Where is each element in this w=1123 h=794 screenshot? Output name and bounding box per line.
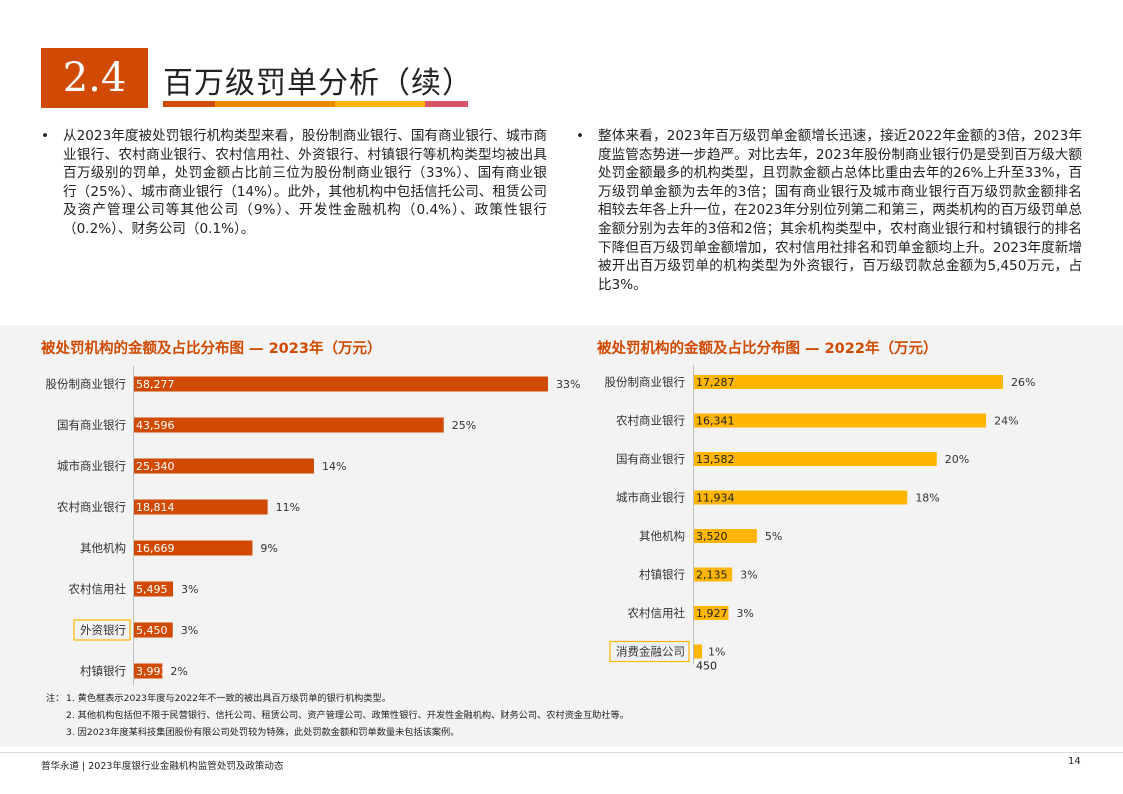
highlight-box [609,640,690,663]
page-title: 百万级罚单分析（续） [163,66,473,101]
bar [134,540,253,556]
value-label: 43,596 [136,419,175,432]
share-label: 26% [1011,376,1035,389]
category-label: 国有商业银行 [616,452,685,466]
title-underline-segment [215,101,335,107]
category-label: 农村信用社 [69,582,127,596]
category-label: 股份制商业银行 [605,375,686,389]
category-label: 其他机构 [639,529,685,543]
value-label: 11,934 [696,492,735,505]
category-label: 股份制商业银行 [46,377,127,391]
category-label: 农村信用社 [628,606,686,620]
bar [134,499,268,515]
bar [694,413,987,428]
value-label: 450 [696,660,717,671]
bar [694,606,729,620]
category-label: 村镇银行 [639,568,685,582]
bullet: • [41,128,50,144]
title-underline [163,101,468,107]
chart-2023-title: 被处罚机构的金额及占比分布图 — 2023年（万元） [41,341,382,357]
value-label: 5,450 [136,624,168,637]
bar [694,529,757,543]
chart-2022-title: 被处罚机构的金额及占比分布图 — 2022年（万元） [597,341,938,357]
footer-text: 普华永道 | 2023年度银行业金融机构监管处罚及政策动态 [41,761,284,772]
share-label: 20% [945,453,969,466]
bar [134,417,444,433]
title-underline-segment [425,101,468,107]
value-label: 3,520 [696,530,728,543]
right-paragraph-text: 整体来看，2023年百万级罚单金额增长迅速，接近2022年金额的3倍，2023年… [598,128,1082,293]
bar [134,622,173,638]
share-label: 2% [170,665,187,678]
value-label: 13,582 [696,453,735,466]
bar [694,490,908,505]
category-label: 国有商业银行 [57,418,126,432]
value-label: 2,135 [696,569,728,582]
footer-divider [0,752,1123,753]
share-label: 25% [452,419,476,432]
category-label: 消费金融公司 [616,645,685,659]
share-label: 5% [765,530,782,543]
bar [694,567,733,582]
category-label: 农村商业银行 [616,414,685,428]
share-label: 9% [260,542,277,555]
chart-2023: 股份制商业银行 58,277 33% 国有商业银行 43,596 25% 城市商业银行 25,… [46,365,580,685]
category-label: 外资银行 [80,623,126,637]
category-label: 城市商业银行 [616,491,685,505]
value-label: 3,993 [136,665,168,678]
share-label: 11% [276,501,300,514]
category-label: 城市商业银行 [57,459,126,473]
bar [134,663,163,679]
bar [694,375,1003,389]
value-label: 16,669 [136,542,175,555]
chart-band [0,325,1123,747]
value-label: 17,287 [696,376,735,389]
chart-2022: 股份制商业银行 17,287 26% 农村商业银行 16,341 24% 国有商业银行 13,… [605,365,1035,671]
bar [694,644,703,659]
section-number: 2.4 [41,48,148,108]
value-label: 1,927 [696,607,728,620]
value-label: 58,277 [136,378,175,391]
bar [134,458,315,474]
title-underline-segment [335,101,425,107]
share-label: 33% [556,378,580,391]
notes: 注： 1. 黄色框表示2023年度与2022年不一致的被出具百万级罚单的银行机构类… [46,690,629,741]
share-label: 3% [740,569,757,582]
bullet: • [576,128,585,144]
left-paragraph: • 从2023年度被处罚银行机构类型来看，股份制商业银行、国有商业银行、城市商业… [41,127,547,239]
value-label: 25,340 [136,460,175,473]
left-paragraph-text: 从2023年度被处罚银行机构类型来看，股份制商业银行、国有商业银行、城市商业银行… [63,128,547,237]
right-paragraph: • 整体来看，2023年百万级罚单金额增长迅速，接近2022年金额的3倍，202… [576,127,1082,294]
share-label: 3% [736,607,753,620]
note-item: 2. 其他机构包括但不限于民营银行、信托公司、租赁公司、资产管理公司、政策性银行… [66,710,629,721]
page-number: 14 [1068,756,1081,767]
category-label: 村镇银行 [80,664,126,678]
note-item: 3. 因2023年度某科技集团股份有限公司处罚较为特殊，此处罚款金额和罚单数量未… [66,727,460,738]
bar [134,581,174,597]
share-label: 3% [181,583,198,596]
notes-head: 注： [46,693,65,704]
value-label: 18,814 [136,501,175,514]
bar [694,452,937,466]
share-label: 14% [322,460,346,473]
value-label: 16,341 [696,415,735,428]
highlight-box [73,619,131,641]
category-label: 农村商业银行 [57,500,126,514]
share-label: 1% [708,646,725,659]
share-label: 24% [994,415,1018,428]
category-label: 其他机构 [80,541,126,555]
value-label: 5,495 [136,583,168,596]
bar [134,376,548,392]
share-label: 3% [181,624,198,637]
title-underline-segment [163,101,215,107]
share-label: 18% [915,492,939,505]
note-item: 1. 黄色框表示2023年度与2022年不一致的被出具百万级罚单的银行机构类型。 [66,693,391,704]
